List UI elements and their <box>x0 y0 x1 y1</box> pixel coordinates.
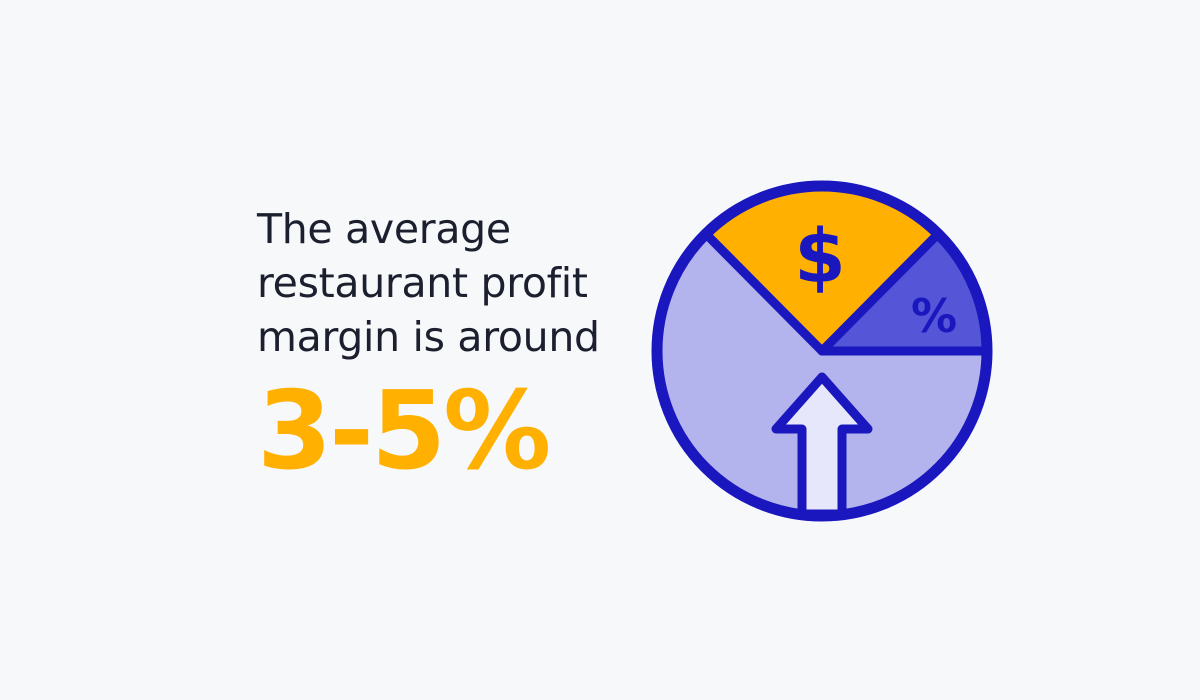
dollar-icon: $ <box>794 214 846 300</box>
headline-line-3: margin is around <box>257 313 600 361</box>
pie-outline <box>651 180 993 522</box>
headline-line-2: restaurant profit <box>257 259 588 307</box>
dollar-slice <box>706 186 938 351</box>
profit-margin-stat: 3-5% <box>257 369 551 494</box>
pie-chart-illustration: $ % <box>640 180 1000 530</box>
headline-block: The average restaurant profit margin is … <box>257 202 637 486</box>
headline-line-1: The average <box>257 205 511 253</box>
pie-chart-icon: $ % <box>651 180 993 522</box>
percent-icon: % <box>911 289 957 343</box>
percent-slice <box>822 234 987 351</box>
